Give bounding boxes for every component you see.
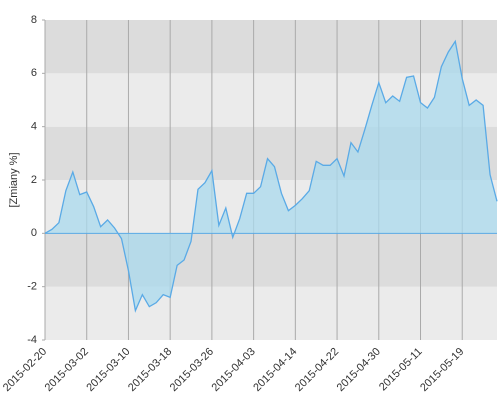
band	[45, 20, 497, 74]
x-tick-label: 2015-03-18	[126, 346, 174, 394]
y-tick-label: 2	[31, 174, 37, 186]
band	[45, 233, 497, 287]
x-tick-label: 2015-02-20	[1, 346, 49, 394]
band	[45, 286, 497, 340]
x-tick-label: 2015-04-03	[210, 346, 258, 394]
x-tick-label: 2015-04-14	[251, 346, 299, 394]
x-tick-label: 2015-03-26	[168, 346, 216, 394]
y-tick-label: 6	[31, 67, 37, 79]
y-axis-title: [Zmiany %]	[8, 152, 20, 207]
x-tick-label: 2015-04-30	[335, 346, 383, 394]
y-tick-label: 4	[31, 121, 37, 133]
x-tick-label: 2015-05-19	[418, 346, 466, 394]
y-tick-label: -2	[27, 281, 37, 293]
x-tick-label: 2015-03-10	[84, 346, 132, 394]
x-tick-label: 2015-03-02	[43, 346, 91, 394]
y-tick-label: 0	[31, 227, 37, 239]
line	[44, 39, 498, 313]
y-tick-label: 8	[31, 14, 37, 26]
area-fill	[45, 41, 497, 311]
y-tick-label: -4	[27, 334, 37, 346]
x-tick-label: 2015-04-22	[293, 346, 341, 394]
